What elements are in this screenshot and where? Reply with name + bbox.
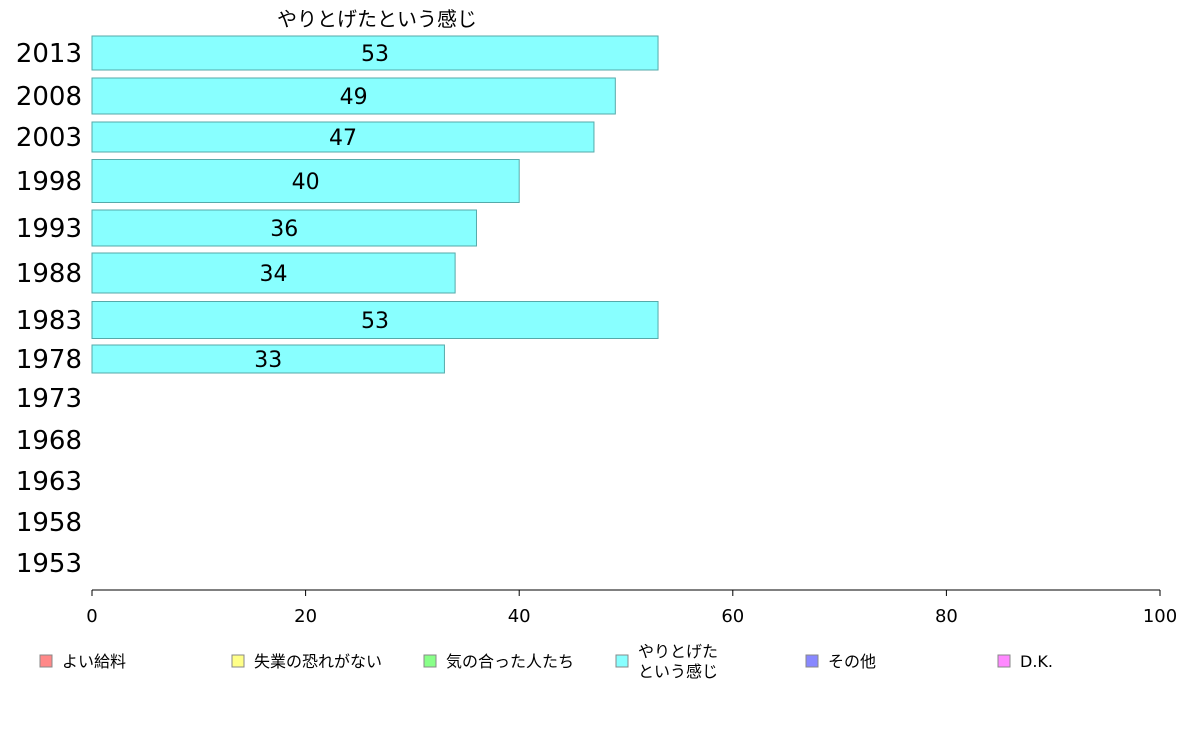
year-label: 1968	[16, 426, 82, 456]
year-label: 1983	[16, 306, 82, 336]
bar	[91, 301, 659, 339]
x-tick-label: 40	[508, 606, 531, 627]
year-label: 2003	[16, 123, 82, 153]
legend-swatch	[997, 654, 1011, 668]
bar-value-label: 33	[254, 348, 282, 373]
data-labels-layer: 53 49 47 40 36 34 53 33	[254, 42, 389, 373]
year-label: 2008	[16, 82, 82, 112]
year-label: 1988	[16, 259, 82, 289]
bar-value-label: 53	[361, 309, 389, 334]
legend-swatch	[615, 654, 629, 668]
bar-value-label: 40	[292, 170, 320, 195]
bar	[91, 344, 445, 374]
year-label: 2013	[16, 39, 82, 69]
bar	[91, 77, 616, 115]
year-label: 1973	[16, 384, 82, 414]
bar	[91, 252, 456, 294]
bar-value-label: 53	[361, 42, 389, 67]
legend-label: やりとげた	[638, 642, 718, 661]
bars-layer	[91, 35, 659, 374]
bar	[91, 159, 520, 203]
bar	[91, 35, 659, 71]
bar-value-label: 36	[270, 217, 298, 242]
bar-value-label: 34	[260, 262, 288, 287]
legend-label: D.K.	[1020, 652, 1053, 671]
x-tick-label: 100	[1143, 606, 1177, 627]
x-tick-label: 0	[86, 606, 97, 627]
legend-swatch	[423, 654, 437, 668]
legend-label: 気の合った人たち	[446, 652, 574, 671]
bar	[91, 209, 477, 247]
legend: よい給料 失業の恐れがない 気の合った人たち やりとげたという感じ その他 D.K.	[39, 642, 1053, 681]
year-label: 1978	[16, 345, 82, 375]
x-tick-label: 60	[721, 606, 744, 627]
year-label: 1998	[16, 167, 82, 197]
year-label: 1958	[16, 508, 82, 538]
year-labels-layer: 2013 2008 2003 1998 1993 1988 1983 1978 1973 1968…	[16, 39, 82, 579]
year-label: 1953	[16, 549, 82, 579]
legend-swatch	[231, 654, 245, 668]
bar-value-label: 47	[329, 126, 357, 151]
x-tick-label: 20	[294, 606, 317, 627]
bar	[91, 121, 595, 153]
legend-label: 失業の恐れがない	[254, 652, 382, 671]
legend-label: よい給料	[62, 652, 126, 671]
year-label: 1993	[16, 214, 82, 244]
legend-swatch	[39, 654, 53, 668]
bar-value-label: 49	[340, 85, 368, 110]
x-axis: 0 20 40 60 80 100	[86, 589, 1177, 627]
x-tick-label: 80	[935, 606, 958, 627]
legend-label: という感じ	[638, 662, 718, 681]
year-label: 1963	[16, 467, 82, 497]
chart-title: やりとげたという感じ	[277, 7, 477, 31]
legend-label: その他	[828, 652, 876, 671]
legend-swatch	[805, 654, 819, 668]
